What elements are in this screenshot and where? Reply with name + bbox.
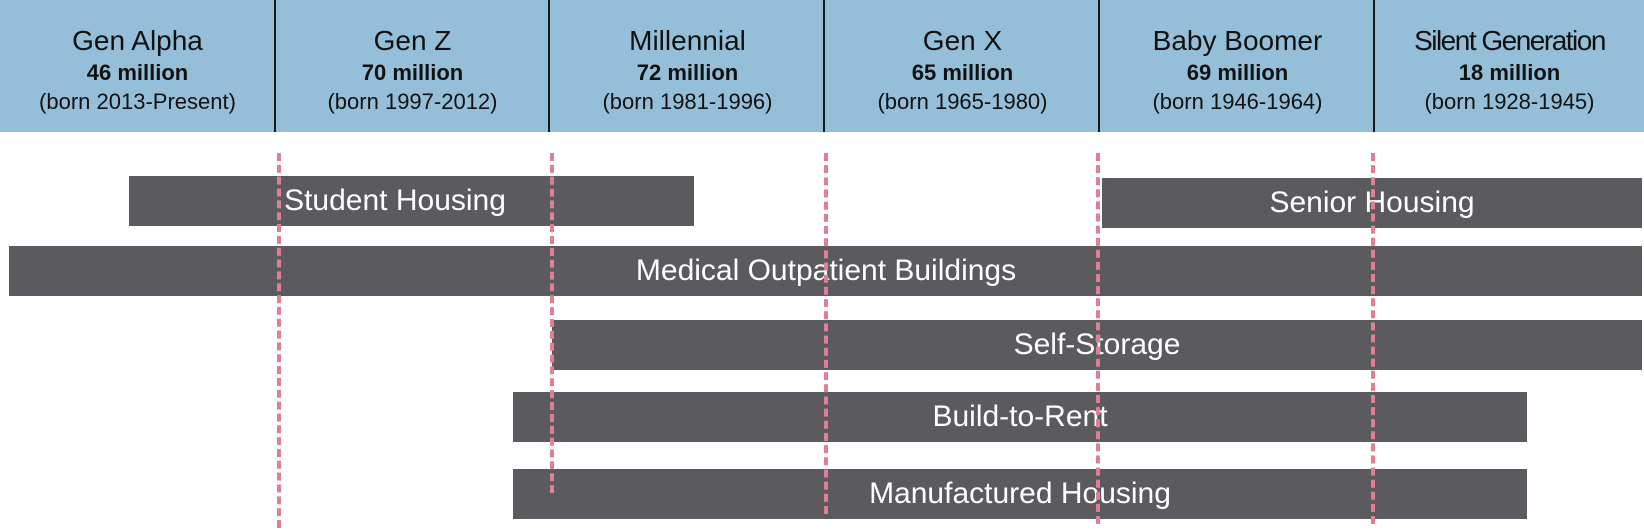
sector-label: Build-to-Rent	[932, 400, 1108, 433]
sector-bar-manufactured-housing: Manufactured Housing	[513, 469, 1527, 519]
boundary-line-gen-x-baby-boomer	[1096, 153, 1100, 524]
gen-birth-years: (born 1928-1945)	[1424, 89, 1595, 114]
gen-population: 69 million	[1186, 60, 1289, 85]
sector-label: Student Housing	[284, 184, 506, 217]
boundary-line-baby-boomer-silent	[1371, 153, 1375, 524]
gen-name: Gen X	[922, 25, 1003, 56]
gen-name: Silent Generation	[1414, 25, 1606, 56]
gen-header-gen-x: Gen X 65 million (born 1965-1980)	[823, 0, 1100, 132]
gen-birth-years: (born 1997-2012)	[327, 89, 498, 114]
gen-population: 70 million	[361, 60, 464, 85]
gen-name: Gen Alpha	[72, 25, 203, 56]
gen-name: Millennial	[629, 25, 746, 56]
gen-header-silent-generation: Silent Generation 18 million (born 1928-…	[1373, 0, 1644, 132]
boundary-line-gen-alpha-gen-z	[277, 153, 281, 528]
boundary-line-gen-z-millennial	[550, 153, 554, 493]
gen-population: 46 million	[86, 60, 189, 85]
gen-birth-years: (born 1946-1964)	[1152, 89, 1323, 114]
gen-population: 65 million	[911, 60, 1014, 85]
gen-header-gen-alpha: Gen Alpha 46 million (born 2013-Present)	[0, 0, 275, 132]
gen-header-millennial: Millennial 72 million (born 1981-1996)	[548, 0, 825, 132]
sector-label: Manufactured Housing	[869, 477, 1171, 510]
gen-population: 72 million	[636, 60, 739, 85]
sector-bar-build-to-rent: Build-to-Rent	[513, 392, 1527, 442]
gen-birth-years: (born 1981-1996)	[602, 89, 773, 114]
gen-header-gen-z: Gen Z 70 million (born 1997-2012)	[274, 0, 549, 132]
gen-birth-years: (born 1965-1980)	[877, 89, 1048, 114]
gen-header-baby-boomer: Baby Boomer 69 million (born 1946-1964)	[1098, 0, 1375, 132]
gen-population: 18 million	[1458, 60, 1561, 85]
gen-name: Gen Z	[373, 25, 452, 56]
boundary-line-millennial-gen-x	[824, 153, 828, 514]
gen-name: Baby Boomer	[1152, 25, 1323, 56]
sector-bar-student-housing: Student Housing	[129, 176, 694, 226]
gen-birth-years: (born 2013-Present)	[39, 89, 236, 114]
